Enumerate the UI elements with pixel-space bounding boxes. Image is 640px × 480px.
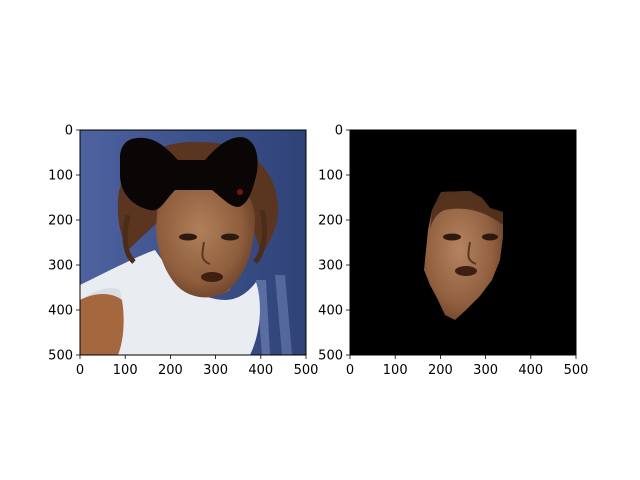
- right-y-tick-label: 100: [318, 169, 343, 184]
- left-x-tick-label: 100: [113, 363, 138, 378]
- right-axes-frame: [349, 129, 577, 356]
- left-axes-frame: [79, 129, 307, 356]
- left-x-tick-label: 300: [203, 363, 228, 378]
- left-y-tick-label: 300: [48, 259, 73, 274]
- right-x-tick-label: 300: [473, 363, 498, 378]
- right-image-panel: [350, 130, 576, 355]
- right-y-tick-label: 400: [318, 304, 343, 319]
- left-y-tick-label: 400: [48, 304, 73, 319]
- right-x-tick-label: 0: [346, 363, 354, 378]
- right-y-tick-label: 500: [318, 349, 343, 364]
- right-y-tick-label: 0: [335, 124, 343, 139]
- left-y-tick-label: 0: [65, 124, 73, 139]
- right-x-tick-label: 400: [518, 363, 543, 378]
- left-y-tick-label: 200: [48, 214, 73, 229]
- segmented-face: [424, 191, 503, 320]
- left-y-tick-label: 500: [48, 349, 73, 364]
- right-x-tick-label: 500: [564, 363, 589, 378]
- left-x-tick-label: 0: [76, 363, 84, 378]
- right-y-tick-label: 200: [318, 214, 343, 229]
- left-x-tick-label: 400: [248, 363, 273, 378]
- left-x-tick-label: 500: [294, 363, 319, 378]
- left-y-tick-label: 100: [48, 169, 73, 184]
- left-image-panel: [80, 130, 306, 355]
- left-x-tick-label: 200: [158, 363, 183, 378]
- right-x-tick-label: 200: [428, 363, 453, 378]
- right-x-tick-label: 100: [383, 363, 408, 378]
- right-y-tick-label: 300: [318, 259, 343, 274]
- bow-mask: [120, 137, 258, 211]
